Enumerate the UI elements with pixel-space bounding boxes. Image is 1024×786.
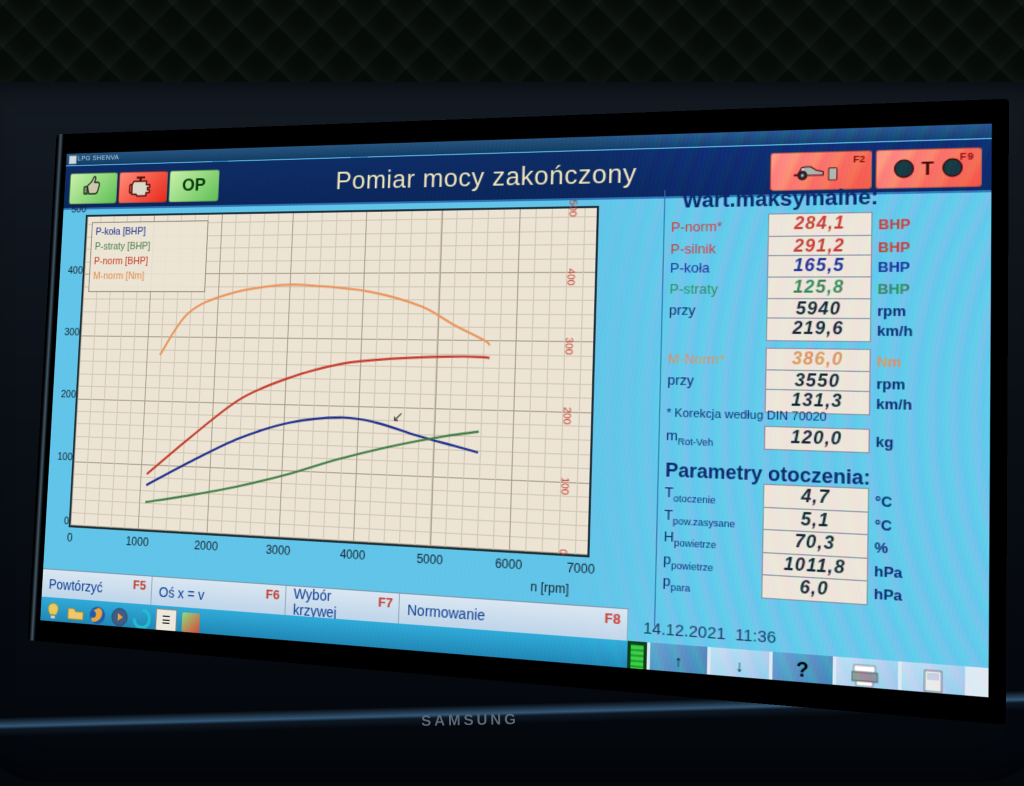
svg-text:T: T — [921, 159, 935, 180]
